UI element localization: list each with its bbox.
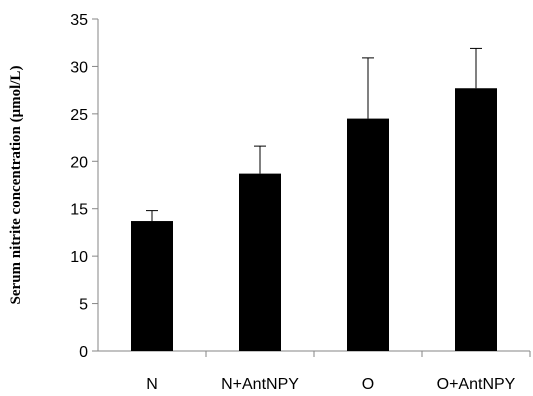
- x-tick-label: N+AntNPY: [221, 376, 299, 393]
- error-bars: [146, 47, 482, 222]
- x-tick-label: O+AntNPY: [437, 376, 516, 393]
- y-axis-label-group: Serum nitrite concentration (μmol/L): [8, 66, 24, 305]
- y-tick-label: 25: [70, 107, 88, 124]
- bar: [455, 88, 497, 351]
- y-tick-label: 10: [70, 249, 88, 266]
- x-tick-label: N: [146, 376, 158, 393]
- bar: [347, 118, 389, 351]
- ticks: 0 5 10 15 20 25 30 35 N N+AntNPY O O+AntNPY: [70, 12, 531, 393]
- bar: [239, 173, 281, 351]
- y-axis-label: Serum nitrite concentration (μmol/L): [8, 66, 24, 305]
- y-tick-label: 5: [79, 297, 88, 314]
- bar: [131, 221, 173, 351]
- y-tick-label: 35: [70, 12, 88, 29]
- y-tick-label: 15: [70, 202, 88, 219]
- y-tick-label: 0: [79, 344, 88, 361]
- y-tick-label: 30: [70, 59, 88, 76]
- x-tick-label: O: [362, 376, 374, 393]
- y-tick-label: 20: [70, 154, 88, 171]
- bars: [131, 88, 497, 351]
